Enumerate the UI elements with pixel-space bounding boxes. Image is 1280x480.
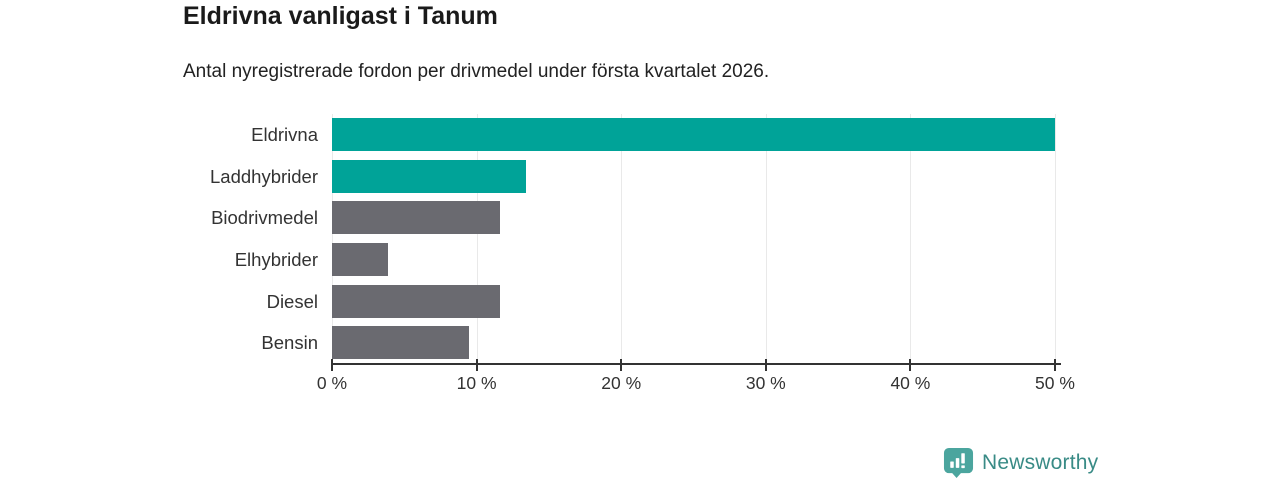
category-label: Laddhybrider: [210, 165, 318, 187]
category-label: Biodrivmedel: [211, 207, 318, 229]
bar-row: [332, 322, 1055, 364]
bar-row: [332, 281, 1055, 323]
newsworthy-logo-icon: [943, 447, 974, 478]
bars: [332, 114, 1055, 364]
newsworthy-wordmark: Newsworthy: [982, 450, 1099, 474]
category-label: Eldrivna: [251, 123, 318, 145]
x-axis-labels: 0 % 10 % 20 % 30 % 40 % 50 %: [317, 364, 1075, 394]
x-tick-label: 50 %: [1035, 373, 1075, 393]
x-tick-mark: [331, 359, 333, 371]
gridline: [765, 114, 767, 364]
x-tick-label: 20 %: [601, 373, 642, 393]
x-tick-mark: [764, 359, 767, 371]
x-tick-label: 30 %: [745, 373, 786, 393]
x-tick-mark: [475, 359, 478, 371]
plot-area: 0 % 10 % 20 % 30 % 40 % 50 %: [317, 114, 1075, 393]
bar-elhybrider: [332, 243, 389, 277]
category-labels: Eldrivna Laddhybrider Biodrivmedel Elhybrid…: [68, 114, 318, 364]
bar-row: [332, 197, 1055, 239]
bar-eldrivna: [332, 118, 1055, 151]
x-axis-line: [332, 363, 1061, 365]
x-tick-mark: [909, 359, 912, 371]
gridline: [621, 114, 623, 364]
x-tick-label: 0 %: [316, 373, 348, 393]
x-tick-mark: [620, 359, 623, 371]
x-tick-mark: [1054, 359, 1056, 371]
newsworthy-logo: Newsworthy: [943, 447, 1098, 478]
bar-diesel: [332, 284, 500, 318]
bar-biodrivmedel: [332, 201, 500, 235]
gridline: [910, 114, 912, 364]
bar-bensin: [332, 326, 470, 360]
category-label: Diesel: [266, 290, 318, 312]
x-tick-label: 40 %: [890, 373, 931, 393]
category-label: Bensin: [261, 332, 318, 354]
bar-row: [332, 239, 1055, 281]
chart-title: Eldrivna vanligast i Tanum: [183, 2, 498, 30]
chart-subtitle: Antal nyregistrerade fordon per drivmede…: [183, 61, 770, 82]
gridline: [332, 114, 333, 364]
gridline: [476, 114, 478, 364]
bar-laddhybrider: [332, 159, 526, 193]
bar-row: [332, 156, 1055, 198]
category-label: Elhybrider: [234, 248, 318, 270]
bar-row: [332, 114, 1055, 156]
gridline: [1055, 114, 1056, 364]
bar-chart: Eldrivna Laddhybrider Biodrivmedel Elhybrid…: [210, 114, 1075, 393]
x-tick-label: 10 %: [456, 373, 497, 393]
